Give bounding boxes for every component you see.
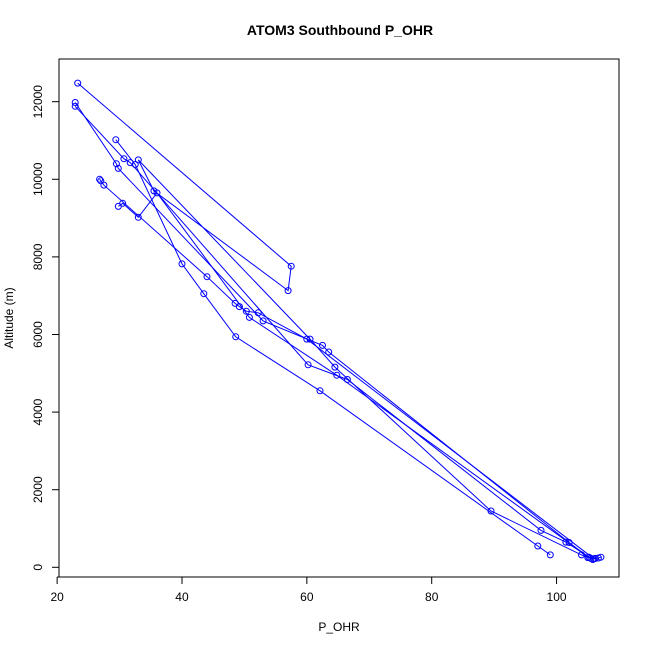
series-line-6 [118,192,590,558]
data-point [487,507,495,515]
data-point [71,102,79,110]
x-tick-label: 80 [425,590,439,604]
data-point [100,181,108,189]
series-line-3 [74,105,594,560]
marker-layer [71,79,605,563]
data-point [134,213,142,221]
data-point [200,290,208,298]
series-line-2 [74,102,596,559]
data-point [74,79,82,87]
y-tick-label: 8000 [31,243,45,270]
data-point [242,307,250,315]
data-point [303,335,311,343]
data-point [153,189,161,197]
data-point [71,99,79,106]
plot-frame [58,58,620,578]
data-point [325,348,333,356]
data-point [254,309,262,317]
data-point [597,553,605,561]
data-point [235,303,243,311]
series-line-4 [115,139,551,556]
data-point [119,199,127,207]
data-point [232,333,240,341]
data-point [284,287,292,295]
data-point [585,553,593,561]
data-point [304,361,312,369]
data-point [546,551,554,559]
x-tick-label: 40 [175,590,189,604]
x-axis-label: P_OHR [318,620,360,634]
x-tick-label: 60 [300,590,314,604]
series-layer [74,82,602,560]
data-point [245,313,253,321]
data-point [131,161,139,168]
data-point [331,363,339,371]
data-point [112,160,120,168]
data-point [534,542,542,550]
data-point [565,539,573,546]
data-point [590,555,598,563]
x-axis: 20 40 60 80 100 [50,576,567,604]
data-point [178,260,186,268]
data-point [120,155,128,163]
data-point [578,551,585,559]
data-point [203,273,211,281]
data-point [333,371,341,379]
data-point [562,538,570,546]
data-point [112,136,120,144]
data-point [537,526,545,534]
y-tick-label: 2000 [31,476,45,503]
y-tick-label: 0 [31,564,45,571]
y-tick-label: 4000 [31,398,45,425]
y-axis: 0 2000 4000 6000 8000 10000 12000 [31,85,60,571]
data-point [343,376,351,383]
x-tick-label: 100 [547,590,567,604]
y-axis-label: Altitude (m) [2,287,16,348]
series-line-1 [77,82,592,559]
data-point [306,335,314,343]
chart-title: ATOM3 Southbound P_OHR [247,22,433,38]
x-tick-label: 20 [50,590,64,604]
data-point [287,262,295,270]
data-point [319,341,326,349]
data-point [316,387,324,395]
data-point [96,175,104,183]
data-point [259,317,267,325]
y-tick-label: 10000 [31,162,45,196]
y-tick-label: 6000 [31,321,45,348]
data-point [114,164,122,172]
y-tick-label: 12000 [31,85,45,119]
